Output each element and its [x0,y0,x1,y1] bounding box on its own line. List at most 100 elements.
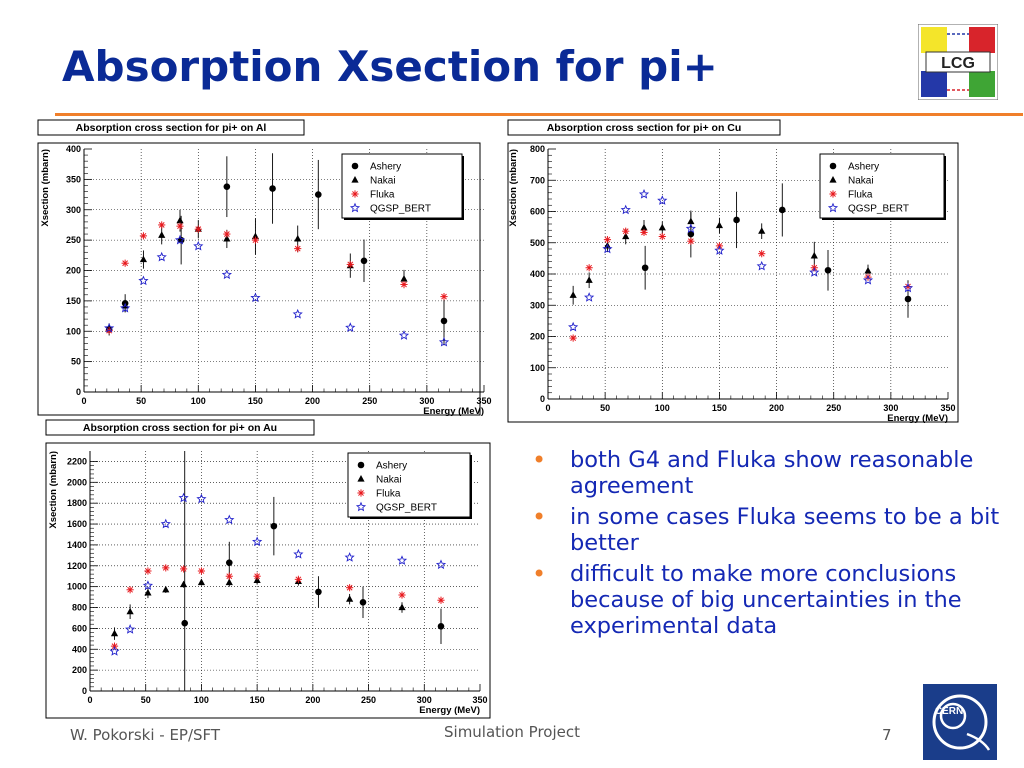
data-point [225,559,233,566]
data-point [641,264,649,272]
data-point [438,336,450,347]
data-point [126,586,134,594]
legend-marker [349,202,361,213]
y-tick-label: 600 [72,623,87,633]
data-point [437,596,445,604]
data-point [687,230,695,238]
x-tick-label: 350 [476,396,491,406]
y-tick-label: 1400 [67,540,87,550]
data-point [756,260,767,271]
data-point [162,564,170,572]
y-tick-label: 200 [66,266,81,276]
data-point [252,536,263,547]
slide-title: Absorption Xsection for pi+ [62,42,718,91]
legend-marker [357,475,365,482]
data-point [622,232,630,240]
series-fluka [110,564,445,650]
x-tick-label: 50 [136,396,146,406]
y-tick-label: 700 [530,175,545,185]
chart-title: Absorption cross section for pi+ on Cu [547,122,742,134]
data-point [685,223,696,234]
data-point [638,188,650,199]
data-point [714,245,725,255]
chart-title-box: Absorption cross section for pi+ on Al [37,119,305,136]
x-tick-label: 350 [472,695,487,705]
cern-logo-text: CERN [935,706,963,717]
data-point [715,221,724,229]
data-point [158,231,166,238]
data-point [110,629,119,637]
legend-label: Ashery [376,461,407,472]
data-point [193,240,204,251]
data-point [270,522,278,530]
data-point [584,292,595,302]
data-point [687,237,695,245]
data-point [657,195,668,205]
data-point [346,260,354,269]
series-qgsp-bert [104,234,450,347]
data-point [224,514,235,525]
data-point [904,295,912,303]
data-point [120,302,131,313]
chart-au: Absorption cross section for pi+ on Au 0 5… [45,419,491,719]
series-ashery [181,451,445,691]
chart-title: Absorption cross section for pi+ on Al [76,122,267,134]
x-tick-label: 300 [419,396,434,406]
data-point [400,280,408,289]
y-tick-label: 300 [66,205,81,215]
x-tick-label: 150 [248,396,263,406]
data-point [223,234,231,242]
data-point [360,257,368,265]
x-axis-label: Energy (MeV) [423,406,484,417]
legend-label: QGSP_BERT [370,204,431,215]
legend-box [341,153,463,219]
y-tick-label: 1000 [67,582,87,592]
legend-box [347,452,471,518]
data-point [569,334,577,342]
data-point [437,623,445,630]
series-ashery [105,153,448,346]
data-point [180,565,188,573]
legend-marker [351,176,359,183]
legend-label: Fluka [376,489,401,500]
x-tick-label: 300 [417,695,432,705]
y-tick-label: 300 [530,300,545,310]
chart-cu: Absorption cross section for pi+ on Cu 0 5… [507,119,959,424]
data-point [251,232,260,240]
data-point [315,588,322,596]
data-point [440,317,448,325]
y-tick-label: 400 [530,269,545,279]
data-point [144,567,152,575]
x-ticks: 0 50 100 150 200 250 300 350 [81,385,492,406]
x-tick-label: 50 [600,403,610,413]
legend-label: Ashery [848,162,879,173]
data-point [223,183,231,190]
legend-label: Nakai [848,176,874,187]
footer-project: Simulation Project [444,723,580,741]
x-tick-label: 0 [545,403,550,413]
data-point [158,221,166,229]
data-point [269,185,276,192]
y-tick-label: 400 [72,644,87,654]
data-point [864,266,872,274]
data-point [121,259,129,267]
data-point [197,578,206,586]
data-point [398,603,406,611]
data-point [346,584,354,592]
y-ticks: 0 200 400 600 800 1000 1200 1400 1600 1800 2000 220… [67,456,98,696]
x-tick-label: 250 [362,396,377,406]
y-tick-label: 400 [66,144,81,154]
data-point [294,245,302,253]
bullet-item: both G4 and Fluka show reasonable agreem… [532,447,1002,499]
data-point [251,236,260,244]
y-ticks: 0 100 200 300 400 500 600 700 800 [530,144,556,404]
y-tick-label: 500 [530,238,545,248]
y-ticks: 0 50 100 150 200 250 300 350 400 [66,144,92,397]
x-axis-label: Energy (MeV) [887,413,948,424]
x-tick-label: 100 [655,403,670,413]
y-tick-label: 50 [71,357,81,367]
data-point [620,204,631,215]
data-point [181,619,189,627]
chart-title-box: Absorption cross section for pi+ on Au [45,419,315,436]
legend-label: Fluka [370,190,395,201]
